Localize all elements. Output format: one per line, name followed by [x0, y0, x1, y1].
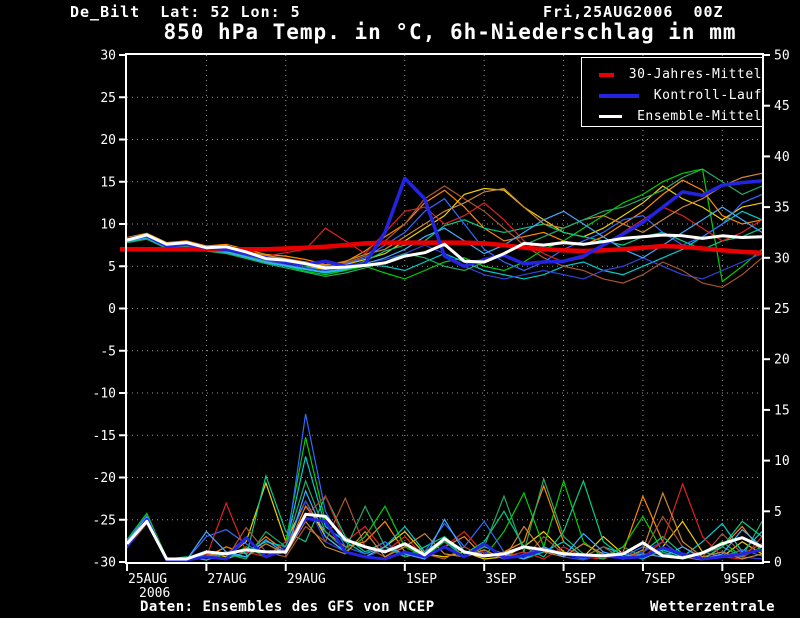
- ensemble-member-temp-line: [126, 185, 763, 289]
- credit-label: Wetterzentrale: [650, 599, 776, 615]
- left-axis-tick-label: -5: [100, 344, 116, 359]
- right-axis-tick-label: 45: [774, 99, 790, 114]
- legend-label-control: Kontroll-Lauf: [653, 88, 762, 103]
- x-axis-tick-label: 29AUG: [287, 572, 326, 587]
- left-axis-tick-label: -30: [93, 556, 116, 571]
- legend-line-control: [599, 93, 639, 98]
- legend-box: 30-Jahres-Mittel Kontroll-Lauf Ensemble-…: [581, 57, 763, 127]
- left-axis-tick-label: -25: [93, 513, 116, 528]
- left-axis-tick-label: 5: [108, 260, 116, 275]
- x-axis-tick-label: 5SEP: [565, 572, 596, 587]
- right-axis-tick-label: 10: [774, 454, 790, 469]
- left-axis-tick-label: 30: [100, 49, 116, 64]
- x-axis-tick-label: 9SEP: [723, 572, 754, 587]
- ensemble-member-temp-line: [126, 206, 763, 273]
- ensemble-member-precip-line: [126, 473, 763, 561]
- x-axis-tick-label: 27AUG: [207, 572, 246, 587]
- legend-line-ensmean: [599, 115, 623, 118]
- legend-label-ensmean: Ensemble-Mittel: [637, 109, 762, 124]
- x-axis-tick-label: 7SEP: [644, 572, 675, 587]
- left-axis-tick-label: 20: [100, 133, 116, 148]
- legend-label-mean30: 30-Jahres-Mittel: [628, 67, 762, 82]
- right-axis-tick-label: 35: [774, 201, 790, 216]
- x-axis-year-label: 2006: [139, 586, 170, 601]
- legend-row-mean30: 30-Jahres-Mittel: [582, 64, 762, 85]
- main-series-line: [126, 233, 763, 270]
- x-axis-tick-label: 3SEP: [485, 572, 516, 587]
- left-axis-tick-label: -20: [93, 471, 116, 486]
- ensemble-member-temp-line: [126, 179, 763, 266]
- ensemble-member-temp-line: [126, 168, 763, 283]
- ensemble-member-precip-line: [126, 476, 763, 561]
- plot-frame: [125, 53, 764, 564]
- right-axis-tick-label: 50: [774, 49, 790, 64]
- right-axis-tick-label: 25: [774, 302, 790, 317]
- right-axis-tick-label: 20: [774, 353, 790, 368]
- run-datetime-label: Fri,25AUG2006 00Z: [543, 3, 724, 21]
- left-axis-tick-label: -15: [93, 429, 116, 444]
- left-axis-tick-label: 0: [108, 302, 116, 317]
- right-axis-tick-label: 40: [774, 150, 790, 165]
- ensemble-member-precip-line: [126, 496, 763, 561]
- right-axis-tick-label: 30: [774, 251, 790, 266]
- main-series-line: [126, 176, 763, 269]
- x-axis-tick-label: 1SEP: [406, 572, 437, 587]
- left-axis-tick-label: 25: [100, 91, 116, 106]
- legend-line-mean30: [599, 72, 614, 77]
- left-axis-tick-label: 15: [100, 175, 116, 190]
- x-axis-tick-label: 25AUG: [128, 572, 167, 587]
- right-axis-tick-label: 5: [774, 505, 782, 520]
- main-series-line: [125, 512, 763, 561]
- chart-title: 850 hPa Temp. in °C, 6h-Niederschlag in …: [163, 20, 737, 44]
- station-location-label: De_Bilt Lat: 52 Lon: 5: [70, 3, 301, 21]
- right-axis-tick-label: 0: [774, 556, 782, 571]
- left-axis-tick-label: -10: [93, 387, 116, 402]
- right-axis-tick-label: 15: [774, 403, 790, 418]
- legend-row-control: Kontroll-Lauf: [582, 85, 762, 106]
- legend-row-ensmean: Ensemble-Mittel: [582, 106, 762, 127]
- left-axis-tick-label: 10: [100, 218, 116, 233]
- ensemble-member-temp-line: [126, 168, 763, 278]
- data-source-label: Daten: Ensembles des GFS von NCEP: [140, 599, 435, 615]
